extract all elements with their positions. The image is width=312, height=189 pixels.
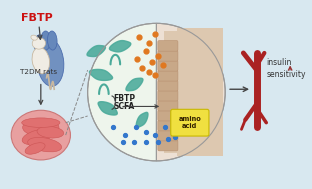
Wedge shape <box>156 23 225 161</box>
Polygon shape <box>90 69 113 80</box>
Text: FBTP: FBTP <box>114 94 135 103</box>
FancyBboxPatch shape <box>171 109 209 136</box>
Polygon shape <box>98 102 117 115</box>
FancyBboxPatch shape <box>158 130 178 141</box>
Text: amino
acid: amino acid <box>178 116 201 129</box>
Polygon shape <box>126 78 143 91</box>
Polygon shape <box>136 112 148 127</box>
FancyBboxPatch shape <box>158 60 178 71</box>
Ellipse shape <box>37 126 64 138</box>
Ellipse shape <box>22 129 52 145</box>
Text: FBTP: FBTP <box>21 13 53 23</box>
Polygon shape <box>87 46 105 57</box>
Ellipse shape <box>22 118 60 127</box>
FancyBboxPatch shape <box>158 100 178 111</box>
Ellipse shape <box>37 39 64 86</box>
Ellipse shape <box>32 38 46 49</box>
Ellipse shape <box>23 119 59 136</box>
Ellipse shape <box>34 35 44 52</box>
FancyBboxPatch shape <box>158 40 178 51</box>
FancyBboxPatch shape <box>158 80 178 91</box>
FancyBboxPatch shape <box>158 50 178 61</box>
FancyBboxPatch shape <box>158 140 178 151</box>
Polygon shape <box>110 41 131 52</box>
FancyBboxPatch shape <box>158 90 178 101</box>
FancyBboxPatch shape <box>158 120 178 131</box>
FancyBboxPatch shape <box>158 110 178 121</box>
Ellipse shape <box>31 35 37 40</box>
Wedge shape <box>88 23 156 161</box>
Text: SCFA: SCFA <box>114 102 135 111</box>
Ellipse shape <box>25 143 45 154</box>
FancyBboxPatch shape <box>158 70 178 81</box>
Ellipse shape <box>47 31 57 50</box>
FancyBboxPatch shape <box>178 28 223 156</box>
FancyBboxPatch shape <box>164 31 183 153</box>
Ellipse shape <box>32 47 50 74</box>
Ellipse shape <box>11 110 71 160</box>
Text: T2DM rats: T2DM rats <box>20 69 57 75</box>
Ellipse shape <box>41 31 50 50</box>
Ellipse shape <box>28 137 61 152</box>
Text: insulin
sensitivity: insulin sensitivity <box>266 58 306 79</box>
